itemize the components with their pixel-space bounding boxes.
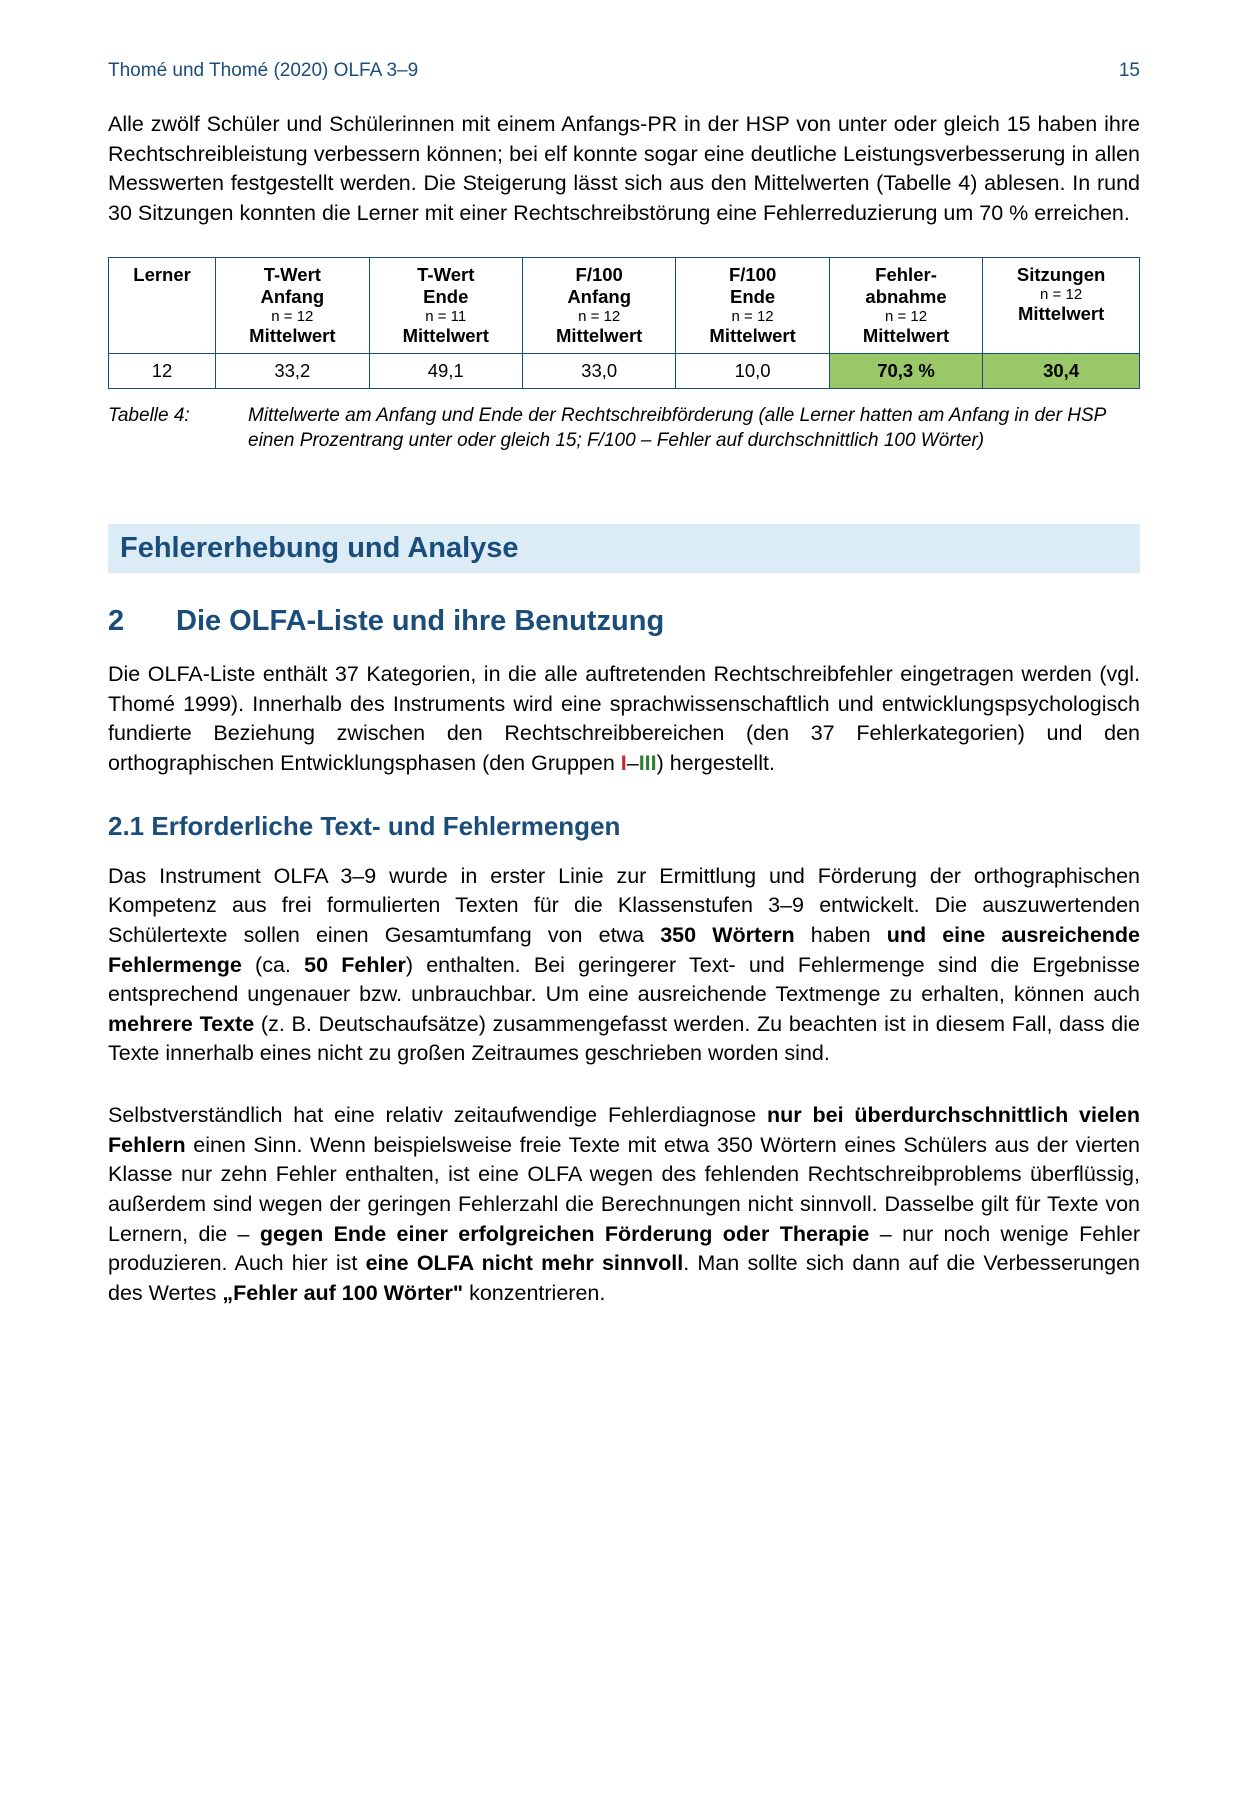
table-cell: 33,0 — [522, 353, 675, 388]
table-header-cell: F/100Anfangn = 12Mittelwert — [522, 257, 675, 353]
table-cell: 10,0 — [676, 353, 829, 388]
caption-text: Mittelwerte am Anfang und Ende der Recht… — [248, 403, 1140, 454]
table-header-cell: T-WertEnden = 11Mittelwert — [369, 257, 522, 353]
roman-iii: III — [639, 751, 657, 775]
chapter-heading: 2 Die OLFA-Liste und ihre Benutzung — [108, 605, 1140, 638]
para-2-1-b: Selbstverständlich hat eine relativ zeit… — [108, 1101, 1140, 1309]
intro-paragraph: Alle zwölf Schüler und Schülerinnen mit … — [108, 110, 1140, 229]
table-caption: Tabelle 4: Mittelwerte am Anfang und End… — [108, 403, 1140, 454]
header-left: Thomé und Thomé (2020) OLFA 3–9 — [108, 60, 418, 82]
table-4: LernerT-WertAnfangn = 12MittelwertT-Wert… — [108, 257, 1140, 389]
table-cell: 33,2 — [216, 353, 369, 388]
table-cell: 12 — [109, 353, 216, 388]
caption-label: Tabelle 4: — [108, 403, 248, 454]
chapter-title: Die OLFA-Liste und ihre Benutzung — [176, 605, 664, 638]
table-cell: 70,3 % — [829, 353, 982, 388]
table-header-cell: Sitzungenn = 12Mittelwert — [983, 257, 1140, 353]
page-header: Thomé und Thomé (2020) OLFA 3–9 15 — [108, 60, 1140, 82]
section-banner: Fehlererhebung und Analyse — [108, 524, 1140, 573]
table-header-cell: Lerner — [109, 257, 216, 353]
table-header-cell: Fehler-abnahmen = 12Mittelwert — [829, 257, 982, 353]
table-cell: 49,1 — [369, 353, 522, 388]
table-cell: 30,4 — [983, 353, 1140, 388]
table-header-cell: F/100Enden = 12Mittelwert — [676, 257, 829, 353]
chapter-number: 2 — [108, 605, 176, 638]
chapter-intro-para: Die OLFA-Liste enthält 37 Kategorien, in… — [108, 660, 1140, 779]
subheading-2-1: 2.1 Erforderliche Text- und Fehlermengen — [108, 811, 1140, 842]
para-2-1-a: Das Instrument OLFA 3–9 wurde in erster … — [108, 862, 1140, 1070]
table-header-cell: T-WertAnfangn = 12Mittelwert — [216, 257, 369, 353]
header-page-number: 15 — [1119, 60, 1140, 82]
